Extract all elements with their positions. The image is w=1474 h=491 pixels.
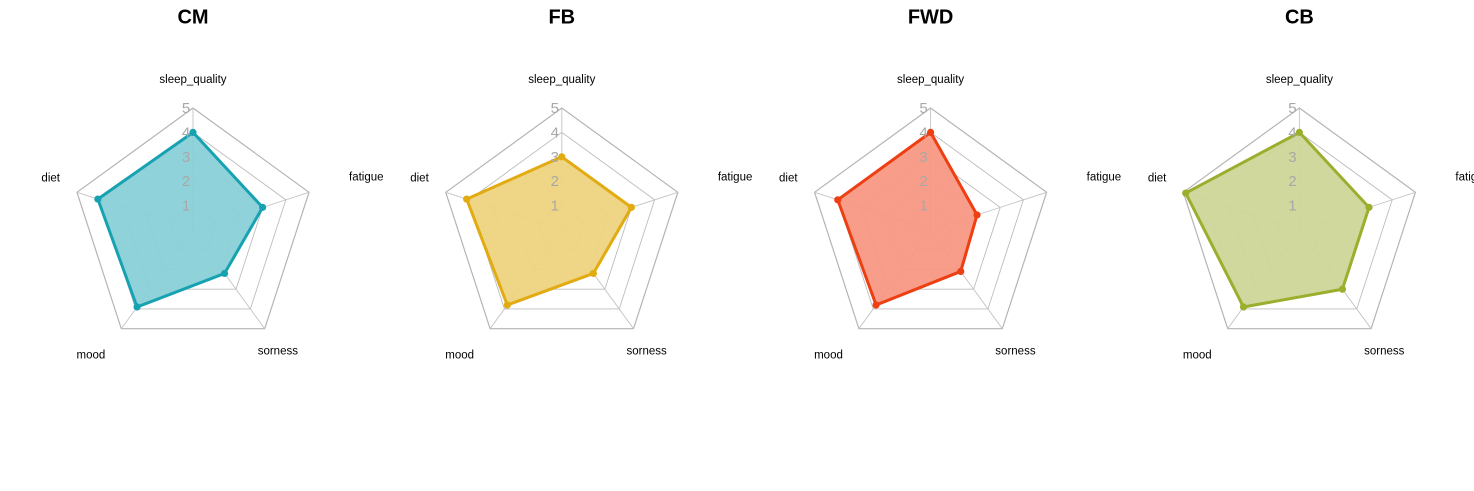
chart-title: CB xyxy=(1285,6,1314,28)
grid-ring-5 xyxy=(445,107,679,330)
axis-label-diet: diet xyxy=(410,172,429,184)
chart-title: FB xyxy=(548,6,575,28)
axis-label-mood: mood xyxy=(1183,350,1212,362)
data-point-sleep_quality xyxy=(1295,128,1303,136)
series-area xyxy=(836,130,979,307)
axis-label-sorness: sorness xyxy=(995,346,1036,358)
axis-label-sorness: sorness xyxy=(1364,346,1405,358)
data-point-fatigue xyxy=(1365,203,1373,211)
tick-label-5: 5 xyxy=(551,100,559,117)
axis-label-diet: diet xyxy=(41,172,60,184)
tick-label-2: 2 xyxy=(919,173,927,190)
data-point-diet xyxy=(834,196,842,204)
tick-label-5: 5 xyxy=(919,100,927,117)
data-point-mood xyxy=(133,303,141,311)
tick-label-5: 5 xyxy=(1288,100,1296,117)
axis-label-sleep-quality: sleep_quality xyxy=(528,74,595,86)
grid-ring-5 xyxy=(76,107,310,330)
data-point-diet xyxy=(1182,189,1190,197)
tick-label-2: 2 xyxy=(1288,173,1296,190)
series-area xyxy=(96,130,265,309)
tick-label-4: 4 xyxy=(1288,124,1296,141)
data-point-sleep_quality xyxy=(927,128,935,136)
grid-ring-5 xyxy=(813,107,1048,330)
axis-label-mood: mood xyxy=(77,350,106,362)
axis-label-sorness: sorness xyxy=(258,346,299,358)
tick-label-3: 3 xyxy=(1288,149,1296,166)
grid-ring-4 xyxy=(468,131,656,310)
tick-label-5: 5 xyxy=(182,100,190,117)
axis-label-diet: diet xyxy=(1148,172,1167,184)
data-point-sleep_quality xyxy=(558,153,566,161)
tick-label-2: 2 xyxy=(182,173,190,190)
tick-label-2: 2 xyxy=(551,173,559,190)
data-point-sorness xyxy=(589,269,597,278)
data-point-fatigue xyxy=(973,211,981,219)
chart-title: CM xyxy=(177,6,208,28)
data-point-sleep_quality xyxy=(189,128,197,136)
data-point-mood xyxy=(1239,303,1248,311)
tick-label-1: 1 xyxy=(1288,198,1296,215)
axis-label-sleep-quality: sleep_quality xyxy=(159,74,226,86)
axis-label-fatigue: fatigue xyxy=(1087,171,1122,183)
axis-label-sorness: sorness xyxy=(627,346,668,358)
data-point-fatigue xyxy=(259,203,267,211)
axis-label-sleep-quality: sleep_quality xyxy=(1266,74,1333,86)
data-point-sorness xyxy=(1338,285,1347,293)
chart-title: FWD xyxy=(908,6,954,28)
tick-label-4: 4 xyxy=(551,124,559,141)
tick-label-1: 1 xyxy=(919,198,927,215)
axis-label-mood: mood xyxy=(445,350,474,362)
tick-label-4: 4 xyxy=(919,124,927,141)
tick-label-1: 1 xyxy=(551,198,559,215)
series-area xyxy=(465,155,633,307)
data-point-sorness xyxy=(957,267,965,276)
data-point-diet xyxy=(463,195,471,203)
tick-label-3: 3 xyxy=(551,149,559,166)
axis-label-fatigue: fatigue xyxy=(718,171,753,183)
tick-label-1: 1 xyxy=(182,198,190,215)
tick-label-3: 3 xyxy=(919,149,927,166)
tick-label-4: 4 xyxy=(182,124,190,141)
axis-label-diet: diet xyxy=(779,172,798,184)
axis-label-sleep-quality: sleep_quality xyxy=(897,74,964,86)
axis-label-fatigue: fatigue xyxy=(1455,171,1474,183)
data-point-diet xyxy=(94,195,102,203)
data-point-mood xyxy=(872,301,880,309)
series-area xyxy=(1184,130,1371,309)
tick-label-3: 3 xyxy=(182,149,190,166)
axis-label-fatigue: fatigue xyxy=(349,171,384,183)
grid-ring-5 xyxy=(1182,107,1417,330)
axis-label-mood: mood xyxy=(814,350,843,362)
data-point-mood xyxy=(503,301,511,309)
data-point-sorness xyxy=(220,269,229,278)
data-point-fatigue xyxy=(627,203,636,211)
